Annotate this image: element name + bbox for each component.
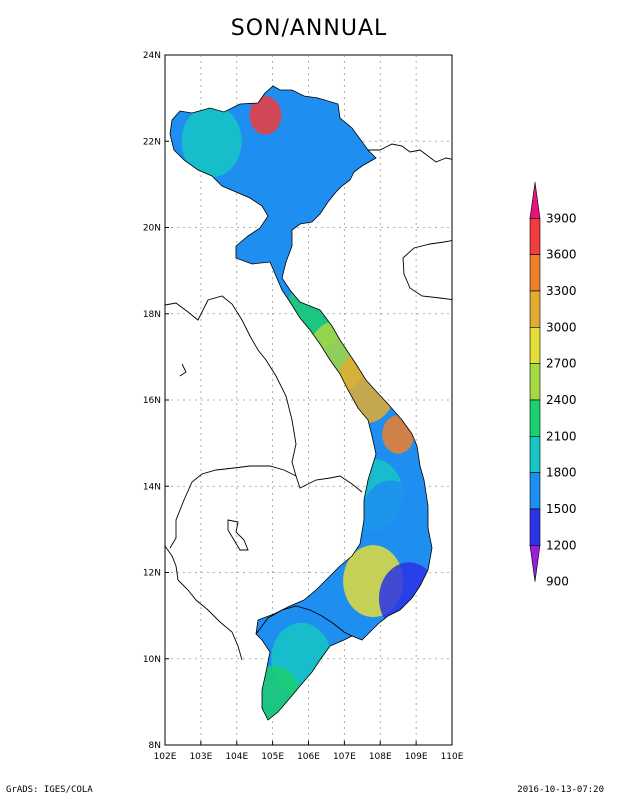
region-ninh-thuan-dry [378, 562, 432, 635]
colorbar-swatch [529, 363, 541, 401]
x-tick-label: 102E [154, 752, 177, 762]
colorbar-swatch [529, 472, 541, 510]
colorbar-label: 1800 [546, 466, 577, 480]
colorbar-swatch [529, 327, 541, 364]
y-tick-label: 12N [143, 569, 161, 579]
region-northwest-highlands [181, 105, 242, 178]
x-tick-label: 107E [333, 752, 356, 762]
colorbar: 900 1200 1500 1800 2100 2400 2700 3000 3300 3600 3… [529, 181, 577, 589]
colorbar-swatch [529, 218, 541, 255]
map-title: SON/ANNUAL [230, 16, 388, 41]
colorbar-label: 1500 [546, 502, 577, 516]
colorbar-label: 1200 [546, 538, 577, 552]
country-borders [165, 143, 452, 661]
footer-credit: GrADS: IGES/COLA [6, 785, 93, 795]
colorbar-label: 2100 [546, 429, 577, 443]
x-tick-label: 104E [225, 752, 248, 762]
region-quang-ngai-peak [382, 415, 415, 454]
y-tick-label: 22N [143, 137, 161, 147]
y-tick-label: 14N [143, 482, 161, 492]
colorbar-label: 2400 [546, 393, 577, 407]
colorbar-max-arrow [529, 181, 541, 219]
y-tick-label: 8N [149, 741, 161, 751]
region-thanh-hoa [253, 204, 314, 277]
colorbar-min-arrow [529, 545, 541, 582]
y-tick-label: 16N [143, 396, 161, 406]
colorbar-swatch [529, 436, 541, 473]
colorbar-swatch [529, 254, 541, 292]
y-axis-ticks: 8N 10N 12N 14N 16N 18N 20N 22N 24N [143, 51, 169, 751]
y-tick-label: 24N [143, 51, 161, 61]
x-tick-label: 110E [441, 752, 464, 762]
x-tick-label: 109E [405, 752, 428, 762]
footer-timestamp: 2016-10-13-07:20 [517, 785, 604, 795]
x-tick-label: 108E [369, 752, 392, 762]
x-axis-ticks: 102E 103E 104E 105E 106E 107E 108E 109E 110E [154, 741, 464, 762]
x-tick-label: 105E [261, 752, 284, 762]
region-highland-low [361, 480, 422, 553]
colorbar-swatch [529, 290, 541, 328]
colorbar-label: 3600 [546, 248, 577, 262]
colorbar-label: 3300 [546, 284, 577, 298]
colorbar-label: 900 [546, 575, 569, 589]
y-tick-label: 10N [143, 655, 161, 665]
colorbar-label: 2700 [546, 357, 577, 371]
colorbar-swatch [529, 399, 541, 437]
region-hue-coast [335, 351, 396, 424]
colorbar-label: 3900 [546, 211, 577, 225]
colorbar-swatch [529, 508, 541, 546]
x-tick-label: 106E [297, 752, 320, 762]
region-ha-giang-peak [249, 96, 282, 135]
x-tick-label: 103E [189, 752, 212, 762]
colorbar-label: 3000 [546, 320, 577, 334]
y-tick-label: 20N [143, 224, 161, 234]
y-tick-label: 18N [143, 310, 161, 320]
